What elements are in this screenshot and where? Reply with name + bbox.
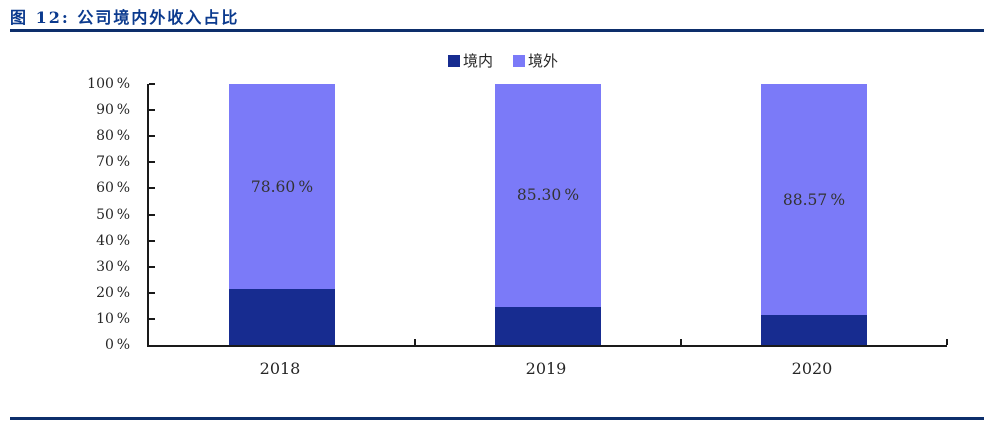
- y-axis-labels: 0 % 10 % 20 % 30 % 40 % 50 % 60 % 70 % 80 % 90 % 1…: [0, 76, 130, 353]
- bar-value-label: 88.57 %: [782, 190, 846, 209]
- y-tick-label: 70 %: [96, 154, 130, 171]
- plot-area: 78.60 % 85.30 % 88.57 %: [147, 83, 948, 347]
- legend-swatch-domestic: [447, 54, 460, 67]
- y-tick-mark: [149, 161, 155, 164]
- y-tick-mark: [149, 265, 155, 268]
- y-tick-mark: [149, 135, 155, 138]
- bar-segment-overseas: [761, 84, 867, 316]
- x-axis-labels: 2018 2019 2020: [147, 359, 945, 383]
- legend-label: 境内: [462, 52, 493, 70]
- y-tick-label: 50 %: [96, 206, 130, 223]
- figure-title: 图 12: 公司境内外收入占比: [10, 8, 240, 27]
- bar-value-label: 85.30 %: [516, 186, 580, 205]
- x-category-label: 2020: [791, 359, 833, 378]
- y-tick-label: 10 %: [96, 310, 130, 327]
- bar-segment-overseas: [229, 84, 335, 290]
- y-tick-label: 60 %: [96, 180, 130, 197]
- legend-label: 境外: [528, 52, 559, 70]
- x-tick-mark: [946, 339, 948, 345]
- legend-item-overseas: 境外: [513, 50, 558, 71]
- y-tick-mark: [149, 187, 155, 190]
- y-tick-mark: [149, 83, 155, 85]
- y-tick-mark: [149, 109, 155, 112]
- legend-item-domestic: 境内: [447, 50, 493, 71]
- y-tick-label: 0 %: [104, 337, 130, 353]
- bar-segment-overseas: [495, 84, 601, 307]
- x-category-label: 2019: [525, 359, 567, 378]
- y-tick-label: 100 %: [87, 76, 130, 92]
- y-tick-label: 20 %: [96, 284, 130, 301]
- chart-legend: 境内 境外: [104, 50, 902, 71]
- bar-segment-domestic: [495, 306, 601, 345]
- x-tick-mark: [414, 339, 416, 345]
- bar-segment-domestic: [229, 289, 335, 345]
- x-tick-mark: [680, 339, 682, 345]
- y-tick-mark: [149, 317, 155, 320]
- legend-swatch-overseas: [513, 54, 525, 67]
- bar-value-label: 78.60 %: [250, 177, 314, 196]
- y-tick-label: 80 %: [96, 128, 130, 145]
- x-category-label: 2018: [259, 359, 301, 378]
- y-tick-label: 90 %: [96, 102, 130, 119]
- y-tick-mark: [149, 239, 155, 242]
- y-tick-mark: [149, 213, 155, 216]
- y-tick-mark: [149, 291, 155, 294]
- footer-divider: [10, 417, 984, 420]
- y-tick-label: 40 %: [96, 232, 130, 249]
- title-divider: [10, 29, 984, 32]
- y-tick-label: 30 %: [96, 258, 130, 275]
- bar-segment-domestic: [761, 315, 867, 345]
